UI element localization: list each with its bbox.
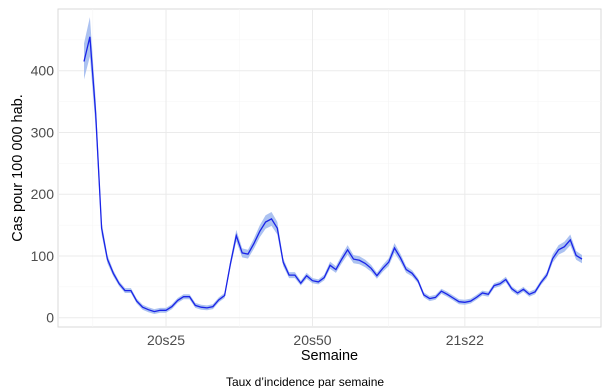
x-axis-ticks: 20s25 20s50 21s22 [147, 332, 484, 348]
x-tick-label: 21s22 [446, 332, 484, 348]
x-tick-label: 20s25 [147, 332, 185, 348]
y-tick-label: 100 [31, 248, 55, 264]
x-tick-label: 20s50 [293, 332, 331, 348]
chart-caption: Taux d’incidence par semaine [226, 375, 384, 388]
y-tick-label: 400 [31, 63, 55, 79]
y-tick-label: 200 [31, 186, 55, 202]
plot-panel [57, 8, 602, 328]
y-tick-label: 300 [31, 124, 55, 140]
series-line [83, 36, 583, 313]
x-axis-title: Semaine [301, 348, 358, 364]
y-axis-title: Cas pour 100 000 hab. [10, 94, 26, 242]
y-tick-label: 0 [46, 310, 54, 326]
major-gridlines [58, 9, 601, 327]
y-axis-ticks: 0 100 200 300 400 [31, 63, 55, 326]
